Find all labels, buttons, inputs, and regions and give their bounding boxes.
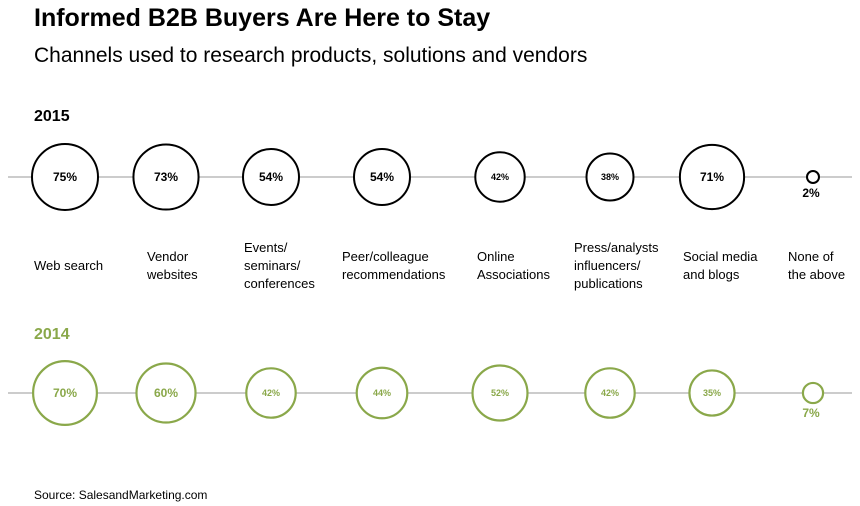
data-label-2015-3: 54% bbox=[370, 170, 394, 184]
chart-title: Informed B2B Buyers Are Here to Stay bbox=[34, 4, 491, 32]
data-label-2014-2: 42% bbox=[262, 388, 280, 398]
bubble-2015-1 bbox=[132, 143, 200, 211]
bubble-2014-1 bbox=[135, 362, 197, 424]
bubble-2014-7 bbox=[801, 381, 825, 405]
bubble-2014-4 bbox=[471, 364, 529, 422]
data-label-2014-7: 7% bbox=[802, 406, 820, 420]
category-label-1: Vendor websites bbox=[147, 249, 198, 282]
data-label-2014-6: 35% bbox=[703, 388, 721, 398]
bubble-2014-0 bbox=[32, 360, 98, 426]
bubble-2014-3 bbox=[355, 366, 409, 420]
bubble-2014-5 bbox=[584, 367, 636, 419]
data-label-2015-0: 75% bbox=[53, 170, 77, 184]
category-label-4: Online Associations bbox=[477, 249, 550, 282]
data-label-2014-4: 52% bbox=[491, 388, 509, 398]
category-label-3: Peer/colleague recommendations bbox=[342, 249, 446, 282]
data-label-2014-1: 60% bbox=[154, 386, 178, 400]
chart-subtitle: Channels used to research products, solu… bbox=[34, 44, 588, 67]
bubble-2015-4 bbox=[474, 151, 526, 203]
data-label-2015-5: 38% bbox=[601, 172, 619, 182]
source-note: Source: SalesandMarketing.com bbox=[34, 488, 208, 502]
data-label-2015-4: 42% bbox=[491, 172, 509, 182]
category-label-5: Press/analysts influencers/ publications bbox=[574, 240, 659, 291]
series-label-2015: 2015 bbox=[34, 108, 70, 125]
series-label-2014: 2014 bbox=[34, 326, 70, 343]
data-label-2015-1: 73% bbox=[154, 170, 178, 184]
data-label-2014-5: 42% bbox=[601, 388, 619, 398]
data-label-2014-0: 70% bbox=[53, 386, 77, 400]
data-label-2015-2: 54% bbox=[259, 170, 283, 184]
category-label-6: Social media and blogs bbox=[683, 249, 758, 282]
category-label-2: Events/ seminars/ conferences bbox=[244, 240, 315, 291]
bubble-2014-2 bbox=[245, 367, 297, 419]
bubble-2015-3 bbox=[352, 147, 412, 207]
bubble-2015-7 bbox=[806, 170, 820, 184]
data-label-2015-6: 71% bbox=[700, 170, 724, 184]
bubble-2014-6 bbox=[688, 369, 736, 417]
data-label-2015-7: 2% bbox=[802, 186, 820, 200]
bubble-2015-0 bbox=[31, 143, 99, 211]
bubble-2015-2 bbox=[241, 147, 301, 207]
data-label-2014-3: 44% bbox=[373, 388, 391, 398]
bubble-2015-5 bbox=[585, 152, 635, 202]
category-label-7: None of the above bbox=[788, 249, 846, 282]
category-label-0: Web search bbox=[34, 258, 104, 273]
bubble-2015-6 bbox=[678, 143, 746, 211]
